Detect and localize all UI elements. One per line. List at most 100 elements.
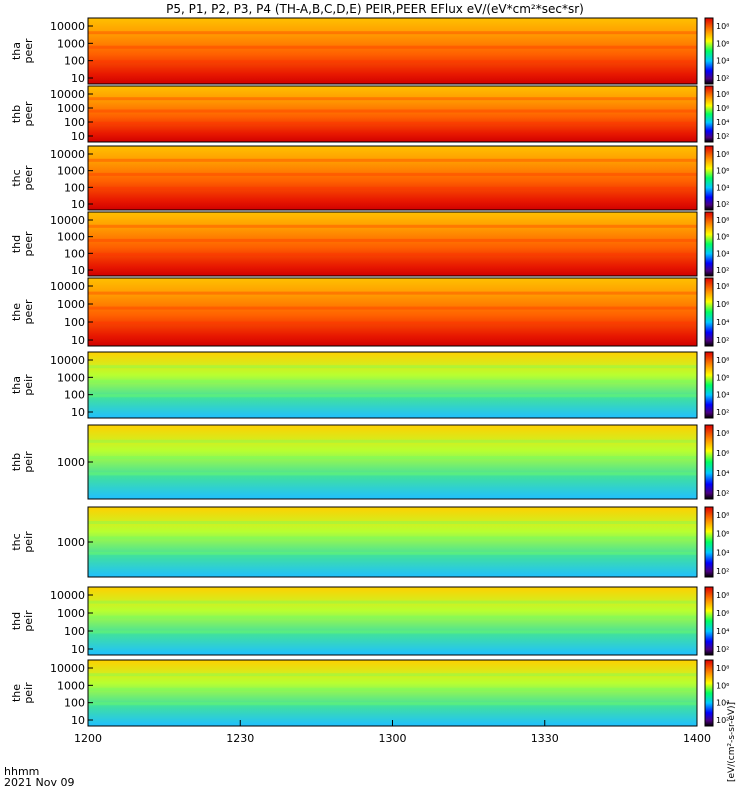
- xtick-label: 1230: [226, 732, 254, 745]
- colorbar-tick-label: 10⁶: [716, 609, 729, 618]
- panel-label: thepeir: [10, 682, 35, 704]
- panel-thd_peer: 10000 1000 100 10 thdpeer 10⁸ 10⁶ 10⁴ 10²: [10, 211, 729, 277]
- colorbar-tick-label: 10²: [716, 645, 729, 654]
- colorbar-tick-label: 10⁶: [716, 233, 729, 242]
- panel-label: thapeer: [10, 38, 35, 64]
- panel-frame: [87, 17, 698, 85]
- ytick-label: 10000: [50, 589, 85, 602]
- spectrogram-thb_peer: [88, 86, 697, 142]
- colorbar-units: [eV/(cm²-s-sr-eV)]: [727, 701, 737, 782]
- colorbar: [704, 659, 714, 727]
- spectrogram-band: [88, 456, 697, 460]
- panel-thc_peer: 10000 1000 100 10 thcpeer 10⁸ 10⁶ 10⁴ 10²: [10, 145, 729, 211]
- colorbar-tick-label: 10⁶: [716, 39, 729, 48]
- colorbar-tick-label: 10⁴: [716, 249, 729, 258]
- xtick-label: 1330: [531, 732, 559, 745]
- panel-label: thcpeir: [10, 531, 35, 553]
- panel-frame: [87, 586, 698, 656]
- spectrogram-band: [88, 121, 697, 125]
- panel-label: thepeer: [10, 299, 35, 325]
- spectrogram-the_peir: [88, 660, 697, 726]
- colorbar-tick-label: 10⁶: [716, 530, 729, 539]
- chart-title: P5, P1, P2, P3, P4 (TH-A,B,C,D,E) PEIR,P…: [166, 2, 584, 16]
- colorbar-tick-label: 10⁸: [716, 282, 729, 291]
- colorbar: [704, 506, 714, 578]
- ytick-label: 1000: [57, 679, 85, 692]
- xtick-label: 1200: [74, 732, 102, 745]
- ytick-label: 100: [64, 116, 85, 129]
- panel-tha_peir: 10000 1000 100 10 thapeir 10⁸ 10⁶ 10⁴ 10²: [10, 351, 729, 419]
- colorbar-tick-label: 10⁴: [716, 118, 729, 127]
- colorbar-tick-label: 10⁶: [716, 373, 729, 382]
- spectrogram-band: [88, 702, 697, 706]
- spectrogram-tha_peer: [88, 18, 697, 84]
- colorbar-tick-label: 10²: [716, 200, 729, 209]
- spectrogram-band: [88, 472, 697, 476]
- spectrogram-band: [88, 536, 697, 540]
- ytick-label: 1000: [57, 536, 85, 549]
- spectrogram-tha_peir: [88, 352, 697, 418]
- colorbar-tick-label: 10⁴: [716, 548, 729, 557]
- spectrogram-band: [88, 379, 697, 383]
- spectrogram-band: [88, 394, 697, 398]
- spectrogram-band: [88, 439, 697, 443]
- colorbar-tick-label: 10²: [716, 132, 729, 141]
- ytick-label: 100: [64, 181, 85, 194]
- ytick-label: 100: [64, 55, 85, 68]
- ytick-label: 10000: [50, 214, 85, 227]
- spectrogram-band: [88, 31, 697, 35]
- colorbar-tick-label: 10⁶: [716, 449, 729, 458]
- spectrogram-band: [88, 109, 697, 113]
- colorbar-tick-label: 10⁶: [716, 167, 729, 176]
- ytick-label: 100: [64, 625, 85, 638]
- ytick-label: 100: [64, 697, 85, 710]
- colorbar: [704, 211, 714, 277]
- panel-label: thdpeir: [10, 610, 35, 632]
- spectrogram-band: [88, 600, 697, 604]
- spectrogram-thb_peir: [88, 425, 697, 499]
- spectrogram-band: [88, 630, 697, 634]
- spectrogram-band: [88, 321, 697, 325]
- colorbar-tick-label: 10⁴: [716, 318, 729, 327]
- ytick-label: 10: [71, 72, 85, 85]
- colorbar-tick-label: 10⁴: [716, 183, 729, 192]
- ytick-label: 10000: [50, 662, 85, 675]
- spectrogram-band: [88, 224, 697, 228]
- colorbar-tick-label: 10⁸: [716, 90, 729, 99]
- colorbar-tick-label: 10²: [716, 716, 729, 725]
- colorbar: [704, 277, 714, 347]
- panel-label: thdpeer: [10, 231, 35, 257]
- spectrogram-band: [88, 172, 697, 176]
- panel-frame: [87, 277, 698, 347]
- footer-date: 2021 Nov 09: [4, 776, 75, 789]
- panel-label: thapeir: [10, 374, 35, 396]
- spectrogram-band: [88, 97, 697, 101]
- colorbar-tick-label: 10⁸: [716, 511, 729, 520]
- ytick-label: 10: [71, 714, 85, 727]
- spectrogram-band: [88, 158, 697, 162]
- panel-label: thbpeir: [10, 451, 35, 473]
- colorbar-tick-label: 10⁶: [716, 104, 729, 113]
- spectrogram-band: [88, 45, 697, 49]
- ytick-label: 10: [71, 130, 85, 143]
- ytick-label: 1000: [57, 298, 85, 311]
- panel-label: thbpeer: [10, 101, 35, 127]
- colorbar-tick-label: 10⁸: [716, 664, 729, 673]
- spectrogram-thc_peir: [88, 507, 697, 577]
- ytick-label: 100: [64, 316, 85, 329]
- ytick-label: 1000: [57, 165, 85, 178]
- panel-frame: [87, 351, 698, 419]
- ytick-label: 1000: [57, 37, 85, 50]
- ytick-label: 1000: [57, 102, 85, 115]
- colorbar-tick-label: 10⁴: [716, 57, 729, 66]
- ytick-label: 10: [71, 264, 85, 277]
- colorbar-tick-label: 10²: [716, 266, 729, 275]
- colorbar-tick-label: 10⁴: [716, 469, 729, 478]
- ytick-label: 1000: [57, 371, 85, 384]
- ytick-label: 1000: [57, 607, 85, 620]
- colorbar-tick-label: 10⁸: [716, 356, 729, 365]
- spectrogram-band: [88, 673, 697, 677]
- colorbar-tick-label: 10⁶: [716, 681, 729, 690]
- ytick-label: 100: [64, 247, 85, 260]
